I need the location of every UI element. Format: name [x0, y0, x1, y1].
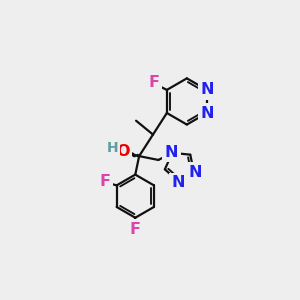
Text: F: F	[100, 174, 111, 189]
Text: N: N	[165, 145, 178, 160]
Text: H: H	[107, 141, 118, 155]
Text: N: N	[201, 106, 214, 121]
Text: N: N	[201, 82, 214, 98]
Text: N: N	[172, 176, 185, 190]
Text: F: F	[130, 222, 141, 237]
Text: F: F	[148, 75, 159, 90]
Text: O: O	[116, 144, 130, 159]
Text: N: N	[189, 165, 202, 180]
